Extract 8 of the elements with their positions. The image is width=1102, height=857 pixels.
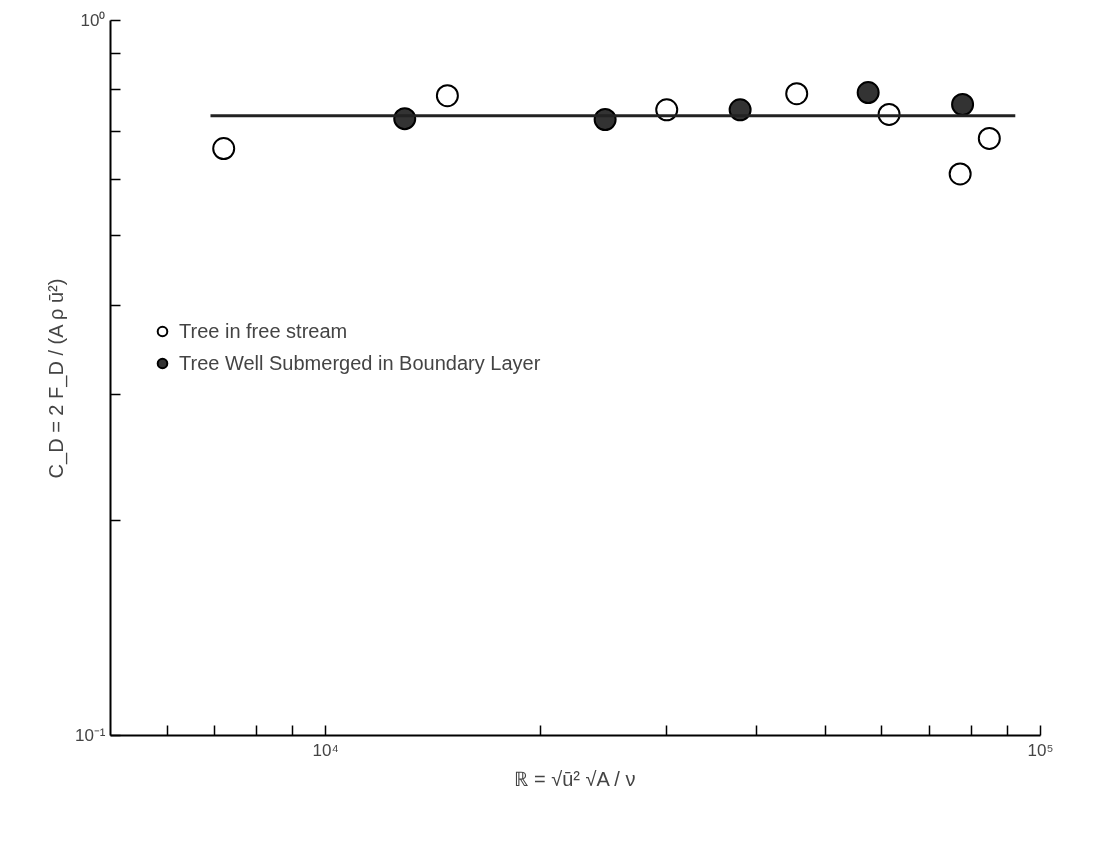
y-tick-label: 10⁻¹	[74, 726, 106, 745]
legend-label: Tree Well Submerged in Boundary Layer	[179, 351, 541, 375]
x-tick-label: 10⁴	[312, 740, 339, 760]
legend-label: Tree in free stream	[179, 319, 348, 343]
x-axis-title: ℝ = √ū² √A / ν	[514, 767, 636, 790]
x-tick-label: 10⁵	[1027, 740, 1054, 760]
y-tick-label: 10⁰	[80, 11, 106, 30]
y-axis-title: C_D = 2 F_D / (A ρ ū²)	[44, 278, 68, 479]
